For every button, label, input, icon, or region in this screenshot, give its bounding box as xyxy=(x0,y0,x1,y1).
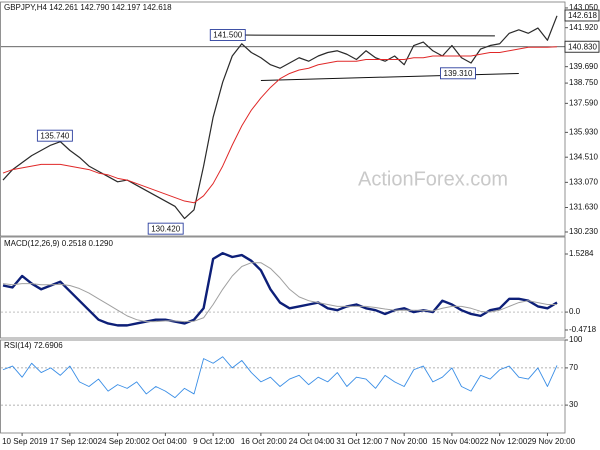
price-title: GBPJPY,H4 142.261 142.790 142.197 142.61… xyxy=(4,3,172,12)
watermark: ActionForex.com xyxy=(358,168,508,190)
panel-frame xyxy=(0,236,566,339)
trend-line xyxy=(241,34,495,37)
annotation-box xyxy=(147,222,184,235)
y-tick-label: 135.930 xyxy=(569,127,598,136)
series-line xyxy=(2,251,558,327)
y-tick-label: 1.5284 xyxy=(569,249,594,258)
series-line xyxy=(2,15,558,220)
annotation-box xyxy=(36,129,73,142)
y-tick-label: 30 xyxy=(569,400,578,409)
y-tick-label: 70 xyxy=(569,363,578,372)
x-tick-label: 24 Sep 20:00 xyxy=(98,437,146,446)
rsi-title: RSI(14) 72.6906 xyxy=(4,341,63,350)
series-line xyxy=(2,356,558,399)
y-tick-label: 143.050 xyxy=(569,3,598,12)
x-tick-label: 22 Nov 12:00 xyxy=(480,437,528,446)
price-tag-label: 142.618 xyxy=(568,11,597,20)
panel-frame xyxy=(0,339,566,434)
x-tick-label: 15 Nov 04:00 xyxy=(432,437,480,446)
annotation-label: 141.500 xyxy=(213,31,242,40)
x-tick-label: 16 Oct 20:00 xyxy=(241,437,287,446)
x-tick-label: 7 Nov 20:00 xyxy=(384,437,428,446)
y-tick-label: 100 xyxy=(569,335,583,344)
y-tick-label: 139.690 xyxy=(569,62,598,71)
annotation-label: 139.310 xyxy=(444,69,473,78)
x-tick-label: 17 Sep 12:00 xyxy=(50,437,98,446)
x-tick-label: 10 Sep 2019 xyxy=(2,437,48,446)
price-tag xyxy=(564,9,600,22)
series-line xyxy=(2,46,558,204)
annotation-label: 130.420 xyxy=(151,224,180,233)
y-tick-label: 138.750 xyxy=(569,78,598,87)
x-tick-label: 2 Oct 04:00 xyxy=(145,437,187,446)
y-tick-label: 0.0 xyxy=(569,307,581,316)
annotation-label: 135.740 xyxy=(40,131,69,140)
y-tick-label: 137.590 xyxy=(569,98,598,107)
x-tick-label: 24 Oct 04:00 xyxy=(289,437,335,446)
x-tick-label: 29 Nov 20:00 xyxy=(527,437,575,446)
x-tick-label: 31 Oct 12:00 xyxy=(336,437,382,446)
y-tick-label: 130.230 xyxy=(569,227,598,236)
price-tag-label: 140.830 xyxy=(568,42,597,51)
y-tick-label: 134.510 xyxy=(569,152,598,161)
series-line xyxy=(2,262,557,323)
panel-frame xyxy=(0,1,566,237)
y-tick-label: 133.070 xyxy=(569,177,598,186)
y-tick-label: 131.630 xyxy=(569,203,598,212)
x-tick-label: 9 Oct 12:00 xyxy=(193,437,235,446)
macd-title: MACD(12,26,9) 0.2518 0.1290 xyxy=(4,239,114,248)
annotation-box xyxy=(209,29,246,41)
annotation-box xyxy=(440,67,476,80)
y-tick-label: -0.4718 xyxy=(569,325,597,334)
price-tag xyxy=(564,40,600,53)
y-tick-label: 141.920 xyxy=(569,23,598,32)
